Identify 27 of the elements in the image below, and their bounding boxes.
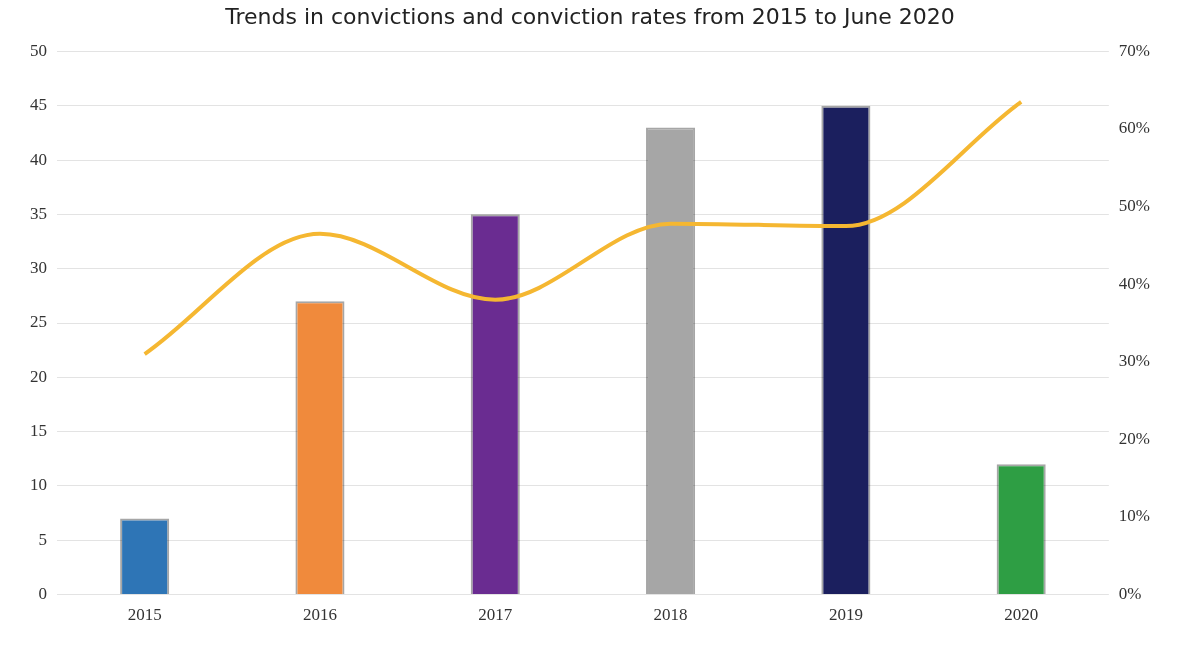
y-tick-label: 45 xyxy=(30,95,47,115)
x-tick-label: 2016 xyxy=(302,605,337,625)
y2-tick-label: 50% xyxy=(1118,196,1151,216)
x-tick-label: 2018 xyxy=(653,605,688,625)
x-tick-label: 2017 xyxy=(478,605,513,625)
y2-tick-label: 30% xyxy=(1118,351,1151,371)
y-tick-label: 10 xyxy=(30,475,47,495)
x-tick-label: 2019 xyxy=(828,605,863,625)
y2-tick-label: 60% xyxy=(1118,118,1151,138)
chart-title: Trends in convictions and conviction rates from 2015 to June 2020 xyxy=(224,3,955,29)
y-tick-label: 20 xyxy=(30,366,47,386)
y2-tick-label: 40% xyxy=(1118,273,1151,293)
y-tick-label: 35 xyxy=(30,203,47,223)
y2-tick-label: 20% xyxy=(1118,428,1151,448)
x-tick-label: 2020 xyxy=(1004,605,1039,625)
y2-tick-label: 10% xyxy=(1118,506,1151,526)
y-tick-label: 25 xyxy=(30,312,47,332)
y-tick-label: 0 xyxy=(38,584,47,604)
y-tick-label: 5 xyxy=(38,529,47,549)
y-tick-label: 40 xyxy=(30,149,47,169)
y-tick-label: 15 xyxy=(30,421,47,441)
y2-tick-label: 0% xyxy=(1118,584,1142,604)
line-series xyxy=(142,99,1024,357)
y-tick-label: 30 xyxy=(30,258,47,278)
y-tick-label: 50 xyxy=(30,40,47,60)
x-tick-label: 2015 xyxy=(127,605,162,625)
y2-tick-label: 70% xyxy=(1118,40,1151,60)
